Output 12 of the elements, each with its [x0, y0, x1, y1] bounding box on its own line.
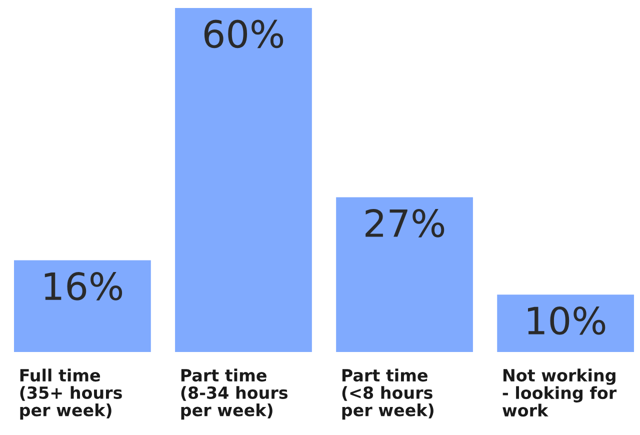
- bar: [336, 197, 473, 352]
- bar: [497, 294, 634, 352]
- data-label: 27%: [366, 208, 444, 238]
- x-tick-label: Not working - looking for work: [502, 368, 617, 417]
- bar: [175, 8, 312, 352]
- x-tick-label: Part time (<8 hours per week): [342, 368, 434, 420]
- data-label: 16%: [44, 272, 122, 300]
- x-tick-label: Full time (35+ hours per week): [20, 368, 122, 420]
- x-tick-label: Part time (8-34 hours per week): [181, 368, 288, 420]
- data-label: 10%: [528, 306, 606, 335]
- bar: [14, 260, 151, 352]
- data-label: 60%: [204, 20, 284, 48]
